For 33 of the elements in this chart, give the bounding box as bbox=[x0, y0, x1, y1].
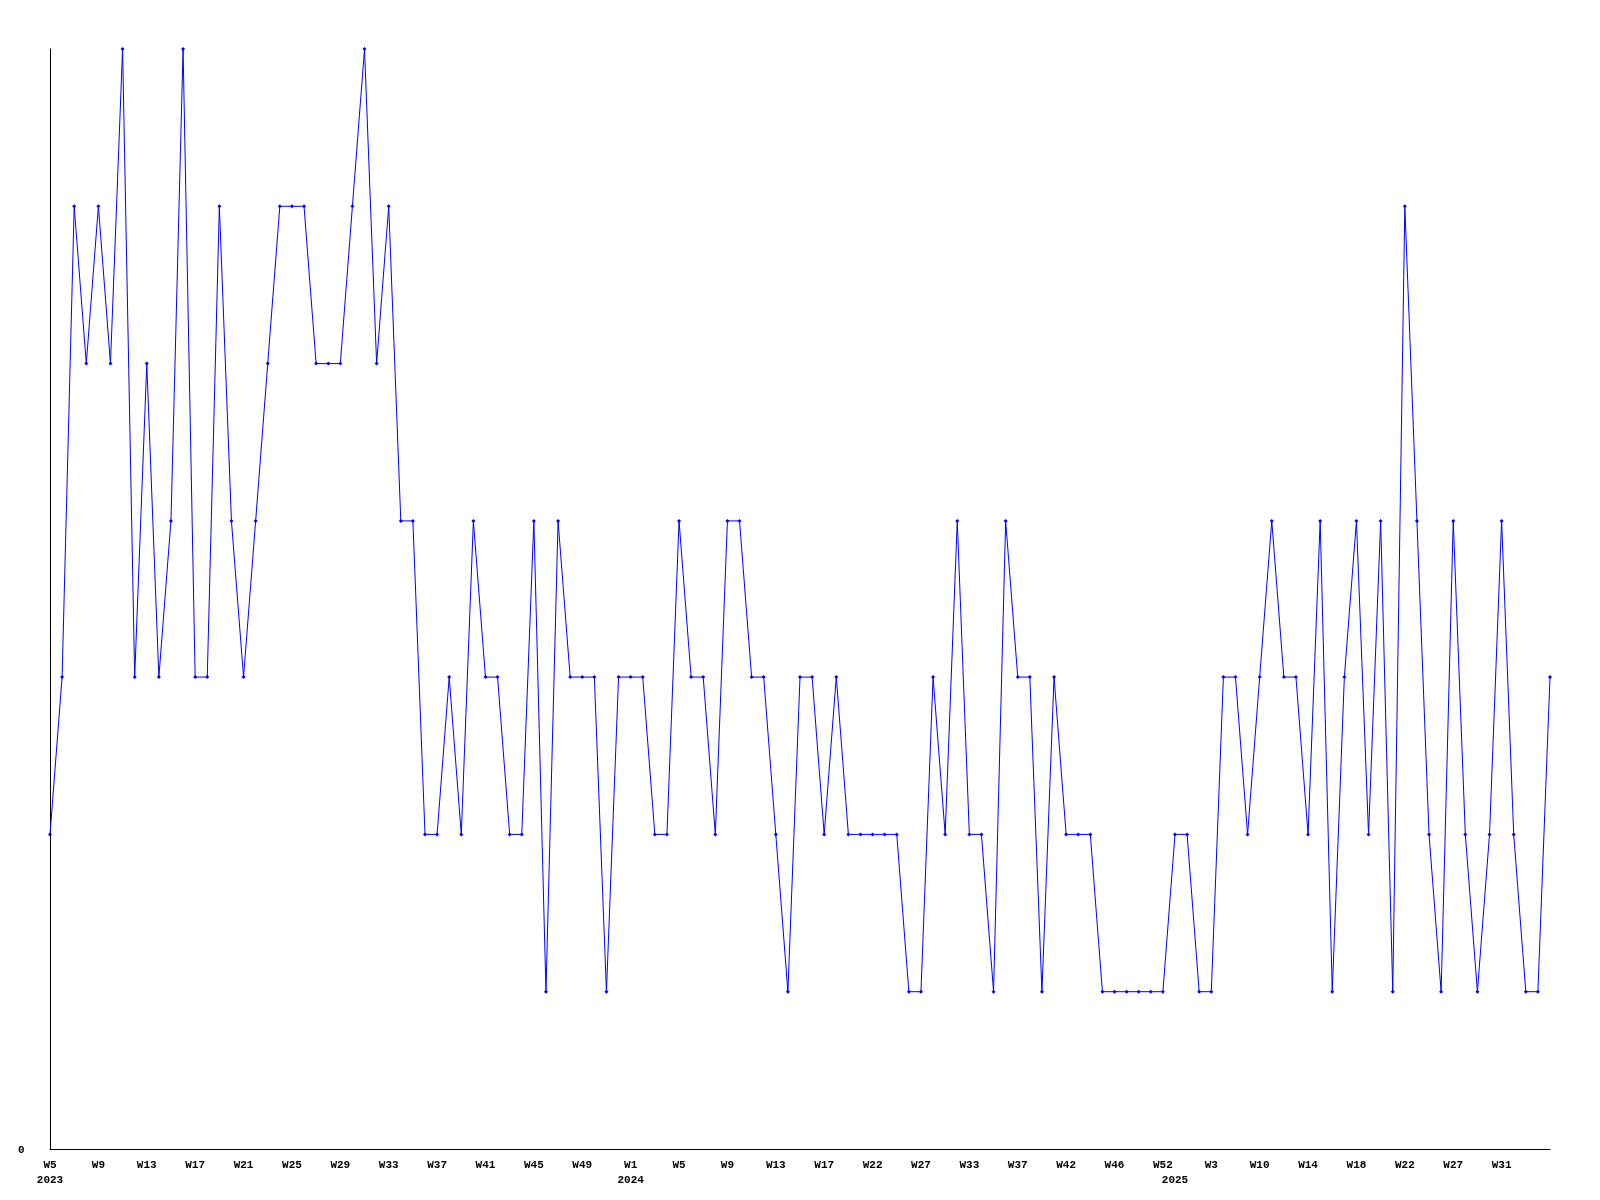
x-tick-label: W33 bbox=[378, 1158, 400, 1171]
x-tick-label: W41 bbox=[475, 1158, 496, 1171]
x-tick-label: W42 bbox=[1056, 1158, 1077, 1171]
x-tick-label: W21 bbox=[233, 1158, 254, 1171]
x-tick-label: W29 bbox=[330, 1158, 351, 1171]
x-tick-label: W27 bbox=[911, 1158, 931, 1171]
x-tick-label: W45 bbox=[523, 1158, 545, 1171]
x-tick-label: W17 bbox=[185, 1158, 206, 1171]
x-tick-label: W52 bbox=[1153, 1158, 1173, 1171]
x-tick-label: W22 bbox=[862, 1158, 883, 1171]
x-tick-label: W31 bbox=[1491, 1158, 1512, 1171]
x-tick-label: W46 bbox=[1104, 1158, 1125, 1171]
x-tick-label: W14 bbox=[1298, 1158, 1319, 1171]
x-tick-label: W33 bbox=[959, 1158, 980, 1171]
x-tick-label: W9 bbox=[91, 1158, 105, 1171]
x-tick-label: W9 bbox=[720, 1158, 735, 1171]
x-tick-label: W13 bbox=[765, 1158, 787, 1171]
x-tick-label: W25 bbox=[282, 1158, 303, 1171]
x-tick-label: W3 bbox=[1204, 1158, 1219, 1171]
x-tick-label: W5 2023 bbox=[36, 1158, 64, 1186]
x-tick-label: W17 bbox=[814, 1158, 835, 1171]
x-tick-label: W18 bbox=[1346, 1158, 1367, 1171]
text: 0 bbox=[18, 1143, 25, 1156]
x-tick-label: W27 bbox=[1443, 1158, 1464, 1171]
x-tick-label: W13 bbox=[136, 1158, 158, 1171]
x-tick-label: W37 bbox=[1007, 1158, 1028, 1171]
x-tick-label: 2025 bbox=[1161, 1173, 1189, 1186]
x-tick-label: W22 bbox=[1394, 1158, 1415, 1171]
x-tick-label: W37 bbox=[427, 1158, 447, 1171]
x-tick-label: W10 bbox=[1249, 1158, 1270, 1171]
x-tick-label: W5 bbox=[672, 1158, 687, 1171]
x-tick-label: W1 2024 bbox=[617, 1158, 645, 1186]
x-tick-label: W49 bbox=[572, 1158, 593, 1171]
